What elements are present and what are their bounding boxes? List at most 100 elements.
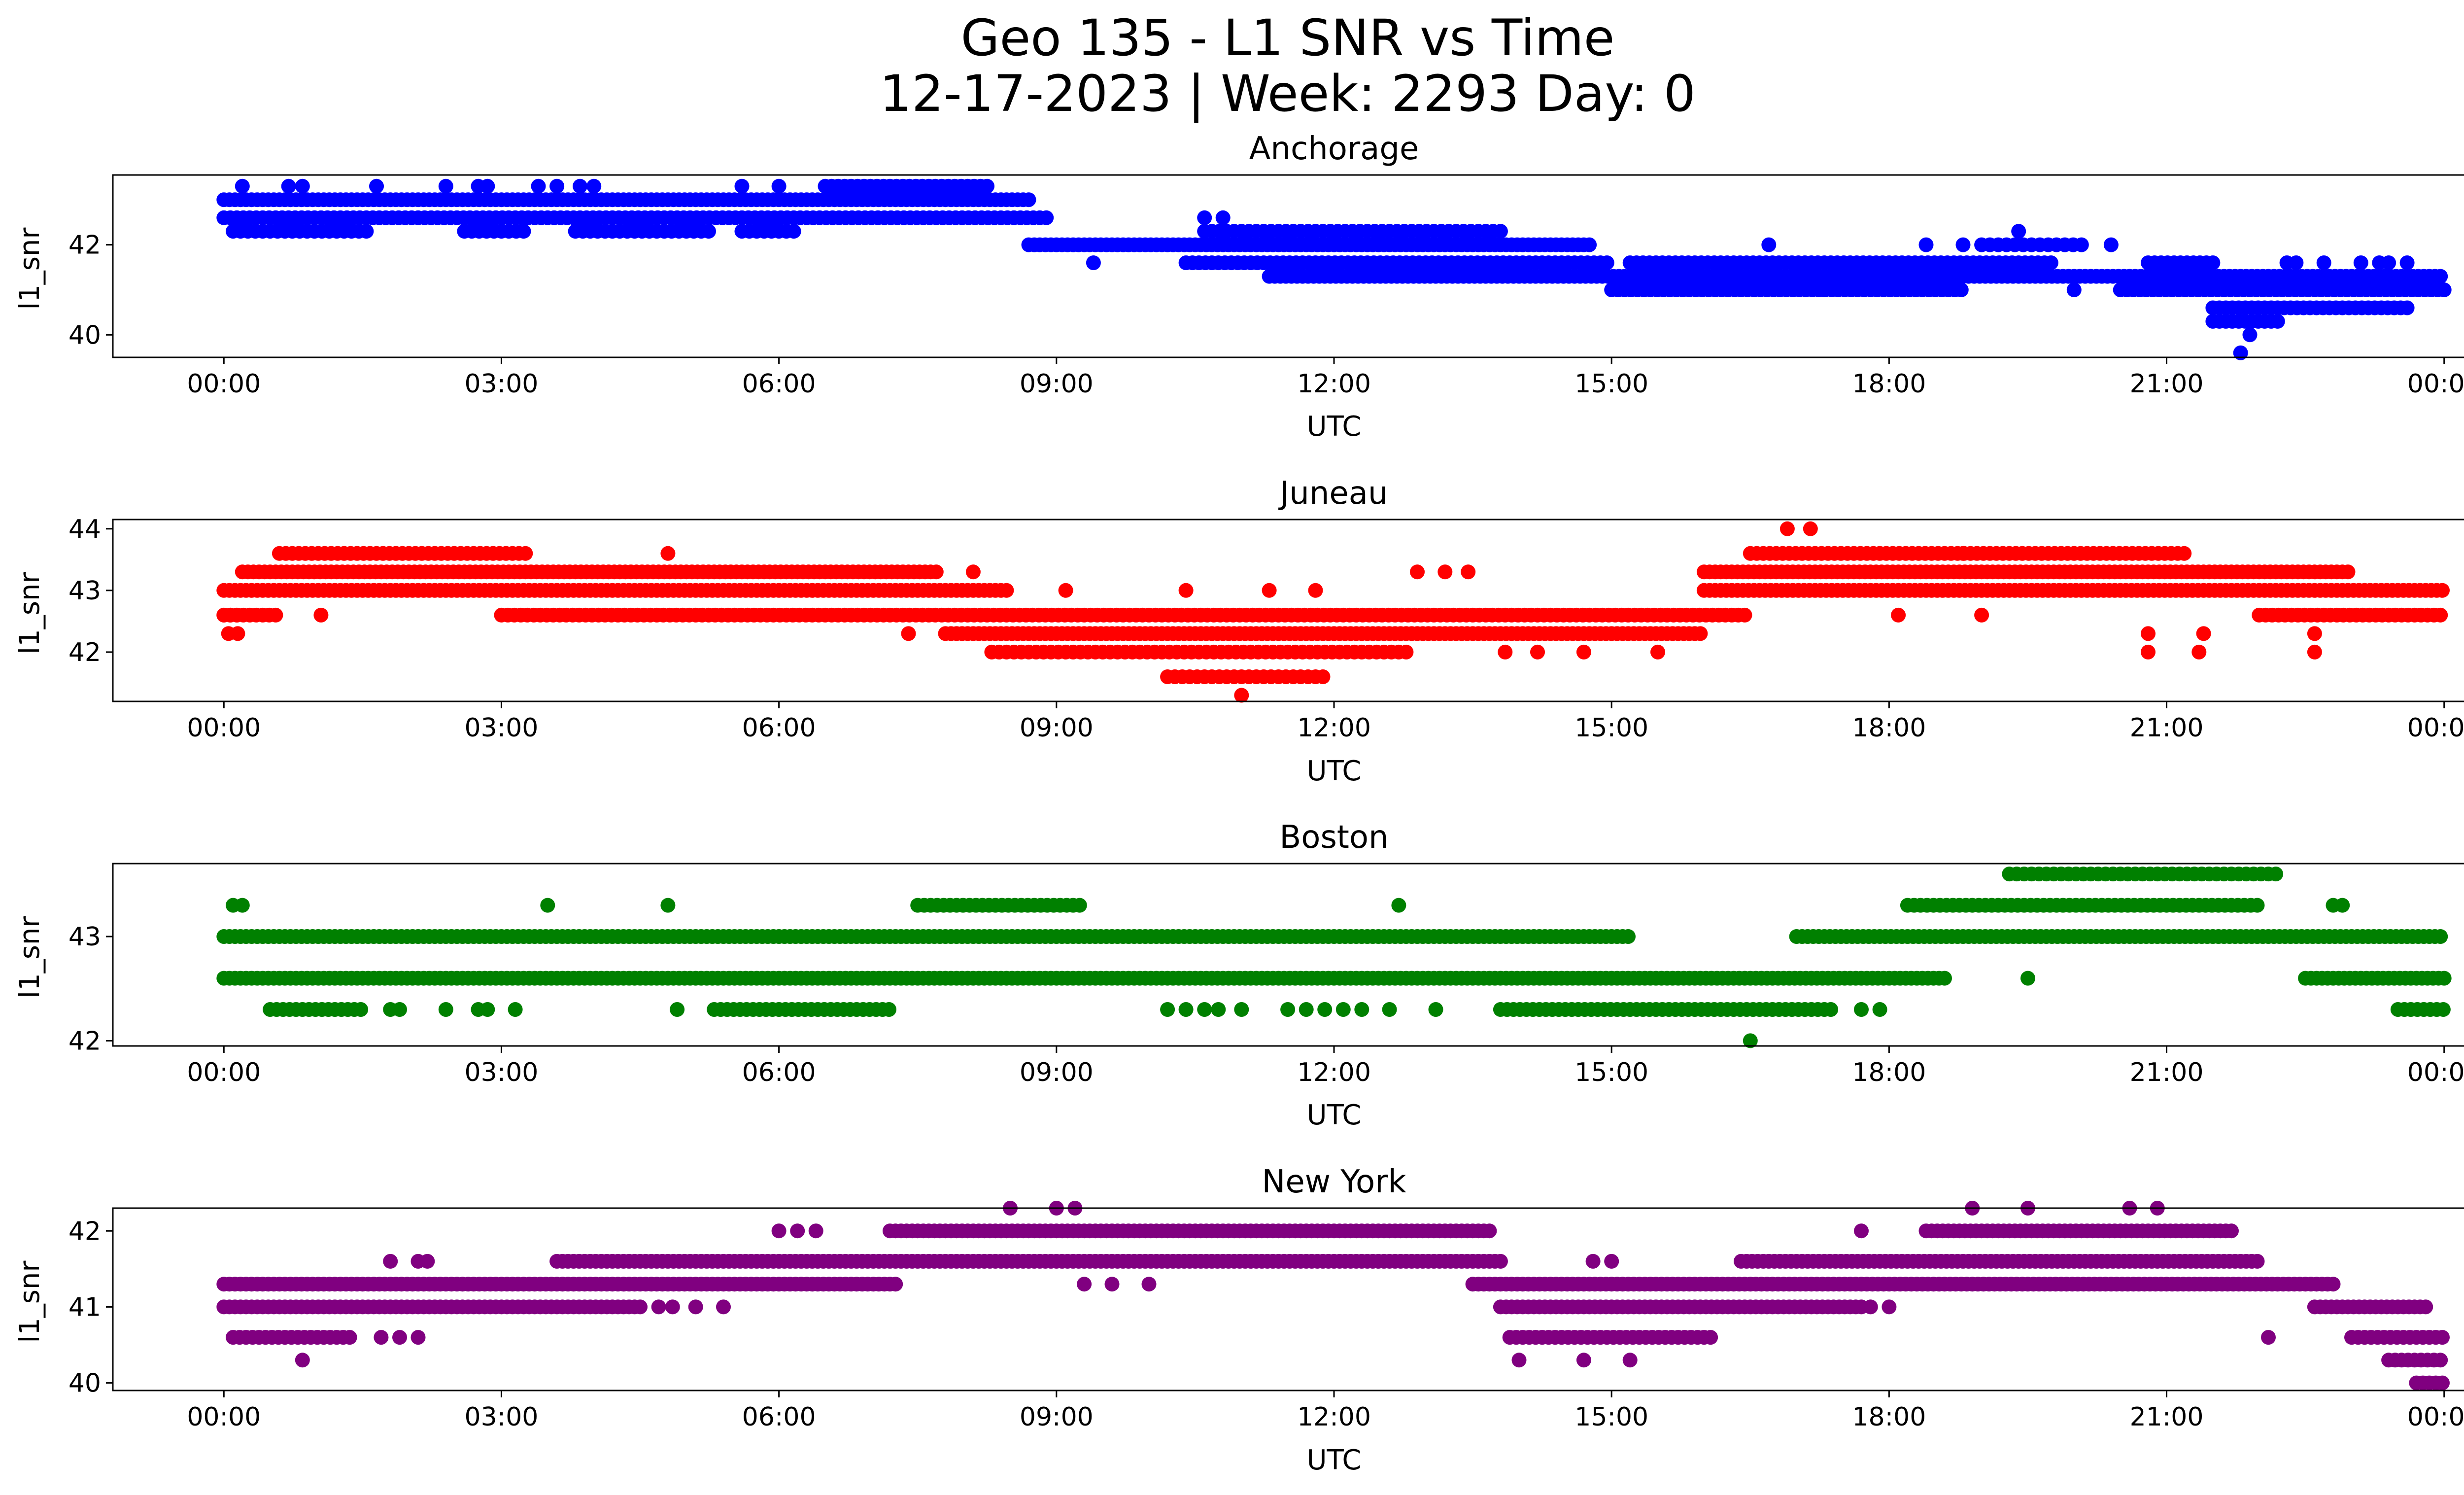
data-point <box>2436 971 2452 986</box>
x-tick-label: 09:00 <box>1020 369 1094 399</box>
data-point <box>1576 1353 1591 1368</box>
data-point <box>1354 1002 1369 1017</box>
y-tick-label: 43 <box>68 576 101 606</box>
x-tick-label: 03:00 <box>465 713 539 743</box>
x-tick-label: 00:00 <box>2407 369 2464 399</box>
data-point <box>2399 255 2415 271</box>
data-point <box>1058 583 1073 598</box>
data-point <box>1530 644 1545 660</box>
data-point <box>586 178 602 194</box>
figure-title-line2: 12-17-2023 | Week: 2293 Day: 0 <box>880 65 1696 123</box>
x-tick-label: 00:00 <box>2407 1402 2464 1432</box>
y-tick-label: 40 <box>68 320 101 350</box>
data-point <box>573 178 587 194</box>
data-point <box>342 1330 357 1345</box>
data-point <box>2418 1299 2433 1315</box>
x-axis-label: UTC <box>1306 1099 1361 1131</box>
y-axis-label: l1_snr <box>14 916 46 999</box>
data-point <box>508 1002 523 1017</box>
data-point <box>1693 626 1708 641</box>
data-point <box>1622 1353 1638 1368</box>
x-tick-label: 21:00 <box>2130 713 2204 743</box>
data-point <box>2335 898 2350 913</box>
x-tick-label: 18:00 <box>1852 713 1926 743</box>
x-tick-label: 18:00 <box>1852 1058 1926 1087</box>
data-point <box>2250 1253 2265 1269</box>
data-point <box>1382 1002 1397 1017</box>
x-tick-label: 09:00 <box>1020 713 1094 743</box>
data-point <box>2177 546 2192 561</box>
x-axis-label: UTC <box>1306 755 1361 787</box>
scatter-points <box>216 521 2450 703</box>
data-point <box>374 1330 389 1345</box>
data-point <box>2436 282 2452 297</box>
data-point <box>438 178 453 194</box>
data-point <box>2433 1353 2448 1368</box>
data-point <box>2326 1277 2341 1292</box>
data-point <box>420 1253 435 1269</box>
x-axis-label: UTC <box>1306 411 1361 443</box>
data-point <box>392 1330 407 1345</box>
data-point <box>771 178 787 194</box>
data-point <box>1953 282 1969 297</box>
data-point <box>665 1299 680 1315</box>
data-point <box>2316 255 2331 271</box>
subplot-juneau: Juneau UTC l1_snr 00:00 03:00 06:00 09:00 12… <box>14 475 2464 787</box>
data-point <box>1072 898 1087 913</box>
data-point <box>411 1330 426 1345</box>
data-point <box>1141 1277 1157 1292</box>
data-point <box>480 178 495 194</box>
data-point <box>2066 282 2082 297</box>
data-point <box>230 626 245 641</box>
subplot-title: Boston <box>1279 819 1388 856</box>
data-point <box>1461 564 1476 580</box>
x-tick-label: 06:00 <box>742 369 816 399</box>
data-point <box>2433 607 2448 623</box>
subplot-title: Juneau <box>1278 475 1388 512</box>
data-point <box>1335 1002 1351 1017</box>
data-point <box>281 178 296 194</box>
data-point <box>383 1253 398 1269</box>
subplot-anchorage: Anchorage UTC l1_snr 00:00 03:00 06:00 09:0… <box>14 131 2464 443</box>
x-tick-label: 03:00 <box>465 1058 539 1087</box>
data-point <box>2250 898 2265 913</box>
data-point <box>701 224 716 239</box>
x-tick-label: 21:00 <box>2130 369 2204 399</box>
data-point <box>1882 1299 1897 1315</box>
data-point <box>2433 929 2448 944</box>
data-point <box>901 626 916 641</box>
data-point <box>2011 224 2026 239</box>
y-tick-label: 44 <box>68 515 101 544</box>
data-point <box>392 1002 407 1017</box>
x-tick-label: 21:00 <box>2130 1402 2204 1432</box>
data-point <box>1582 237 1597 252</box>
data-point <box>1511 1353 1527 1368</box>
data-point <box>2399 300 2415 315</box>
data-point <box>771 1223 787 1239</box>
data-point <box>1621 929 1636 944</box>
data-point <box>1178 583 1194 598</box>
x-tick-label: 12:00 <box>1297 713 1371 743</box>
data-point <box>369 178 384 194</box>
data-point <box>965 564 981 580</box>
x-tick-label: 06:00 <box>742 1402 816 1432</box>
data-point <box>786 224 801 239</box>
data-point <box>1955 546 1971 561</box>
data-point <box>1743 1033 1758 1048</box>
data-point <box>2103 237 2119 252</box>
data-point <box>1280 1002 1296 1017</box>
data-point <box>2074 237 2089 252</box>
y-tick-label: 42 <box>68 1217 101 1246</box>
x-tick-label: 03:00 <box>465 369 539 399</box>
data-point <box>999 583 1014 598</box>
data-point <box>295 1353 310 1368</box>
data-point <box>888 1277 903 1292</box>
data-point <box>1104 1277 1120 1292</box>
y-axis-label: l1_snr <box>14 1260 46 1343</box>
data-point <box>235 178 250 194</box>
data-point <box>1437 564 1453 580</box>
y-tick-label: 40 <box>68 1369 101 1398</box>
data-point <box>1197 210 1212 225</box>
x-tick-label: 00:00 <box>187 713 261 743</box>
data-point <box>2307 644 2322 660</box>
